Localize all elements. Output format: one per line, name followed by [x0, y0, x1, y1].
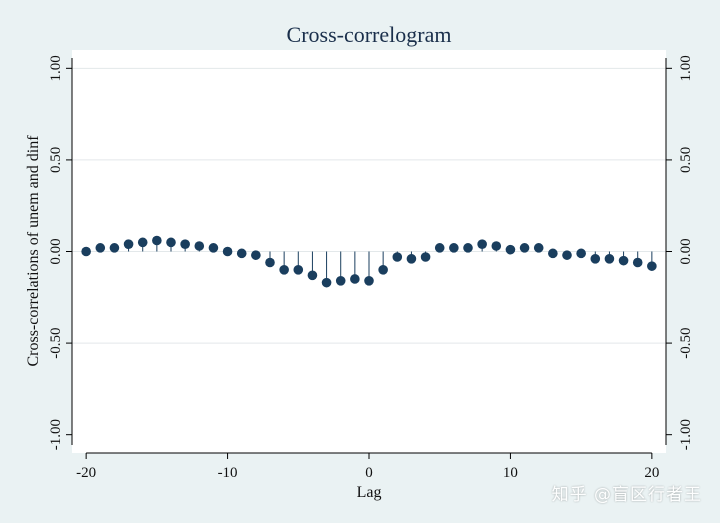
point-lag-20	[647, 261, 657, 271]
y-tick-label-left-3: 0.50	[48, 147, 64, 173]
point-lag-19	[632, 257, 643, 268]
point-lag--5	[293, 265, 304, 275]
point-lag--9	[236, 248, 247, 259]
data-series	[81, 235, 657, 288]
point-lag-7	[463, 243, 473, 253]
watermark-text: 知乎 @盲区行者王	[551, 485, 702, 505]
point-lag-18	[618, 255, 629, 266]
point-lag-14	[562, 250, 572, 260]
y-tick-label-left-0: -1.00	[48, 419, 64, 450]
point-lag-13	[548, 248, 558, 259]
point-lag-1	[378, 265, 388, 275]
point-lag--19	[95, 243, 106, 253]
point-lag--17	[123, 239, 134, 249]
y-tick-label-right-4: 1.00	[678, 55, 694, 81]
chart-title: Cross-correlogram	[287, 22, 452, 47]
point-lag--3	[321, 277, 332, 288]
y-tick-label-left-4: 1.00	[48, 55, 64, 81]
point-lag--6	[279, 265, 289, 275]
point-lag--14	[166, 237, 176, 248]
point-lag-2	[392, 252, 403, 262]
x-tick-label-0: -20	[76, 465, 96, 481]
point-lag-15	[576, 248, 586, 259]
axes: -1.00 -1.00 -0.50 -0.50 0.00 0.00 0.50 0.50 1.00…	[48, 55, 694, 481]
point-lag--15	[152, 235, 162, 246]
point-lag-4	[420, 252, 431, 262]
point-lag--1	[350, 274, 360, 284]
point-lag--13	[180, 239, 190, 249]
point-lag--11	[208, 243, 219, 253]
point-lag-6	[449, 243, 459, 253]
y-axis-title: Cross-correlations of unem and dinf	[25, 135, 42, 367]
x-tick-label-1: -10	[218, 465, 238, 481]
y-tick-label-right-0: -1.00	[678, 419, 694, 450]
x-tick-label-3: 10	[503, 465, 518, 481]
point-lag-0	[364, 276, 374, 286]
point-lag-9	[491, 241, 502, 251]
point-lag--2	[335, 276, 346, 286]
point-lag--4	[307, 270, 318, 281]
point-lag--12	[194, 241, 205, 251]
y-tick-label-right-3: 0.50	[678, 147, 694, 173]
point-lag-12	[533, 243, 544, 253]
point-lag--18	[109, 243, 120, 253]
point-lag-11	[519, 243, 530, 253]
y-tick-label-left-2: 0.00	[48, 238, 64, 264]
y-tick-label-left-1: -0.50	[48, 327, 64, 358]
point-lag--8	[251, 250, 261, 260]
point-lag-3	[406, 254, 417, 264]
y-tick-label-right-2: 0.00	[678, 238, 694, 264]
point-lag-8	[477, 239, 487, 249]
point-lag--7	[265, 257, 275, 268]
point-lag--16	[137, 237, 148, 248]
point-lag-10	[505, 244, 516, 255]
x-axis-title: Lag	[357, 484, 382, 501]
point-lag-16	[590, 254, 601, 264]
point-lag-17	[604, 254, 615, 264]
point-lag-5	[434, 243, 445, 253]
point-lag--20	[81, 246, 91, 257]
x-tick-label-4: 20	[644, 465, 659, 481]
point-lag--10	[222, 246, 233, 257]
x-tick-label-2: 0	[365, 465, 373, 481]
y-tick-label-right-1: -0.50	[678, 327, 694, 358]
